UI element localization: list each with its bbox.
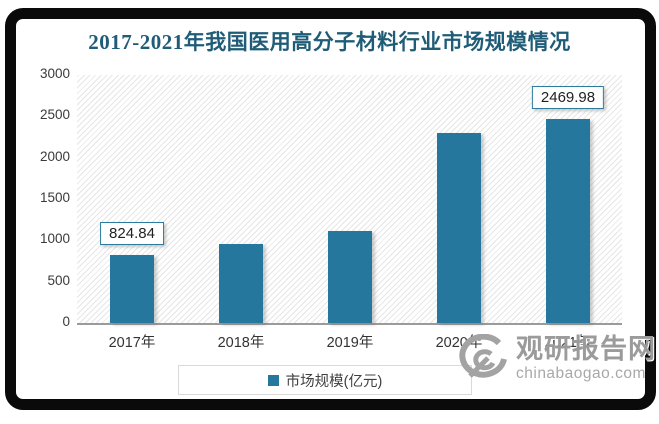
y-tick-label: 0 [62, 314, 70, 329]
data-label-2021年: 2469.98 [531, 86, 605, 109]
x-tick-label: 2017年 [108, 335, 156, 351]
y-tick-label: 2500 [39, 107, 70, 123]
y-tick-label: 500 [47, 272, 70, 288]
data-label-2017年: 824.84 [100, 222, 164, 245]
x-tick-label: 2018年 [217, 335, 265, 351]
y-tick-label: 2000 [39, 148, 70, 164]
y-tick-label: 1500 [39, 190, 70, 205]
bar-2018年 [219, 244, 263, 323]
bar-2017年 [110, 255, 154, 323]
bar-2020年 [437, 133, 481, 323]
chart-title: 2017-2021年我国医用高分子材料行业市场规模情况 [88, 30, 571, 54]
y-tick-label: 3000 [39, 66, 70, 81]
legend-label: 市场规模(亿元) [285, 373, 383, 390]
legend: 市场规模(亿元) [178, 365, 472, 395]
legend-marker-swatch [267, 374, 279, 386]
x-tick-label: 2020年 [435, 335, 483, 351]
x-tick-label: 2021年 [544, 335, 592, 351]
bar-2021年 [546, 119, 590, 323]
y-tick-label: 1000 [39, 231, 70, 247]
x-tick-label: 2019年 [326, 335, 374, 351]
bar-2019年 [328, 231, 372, 323]
